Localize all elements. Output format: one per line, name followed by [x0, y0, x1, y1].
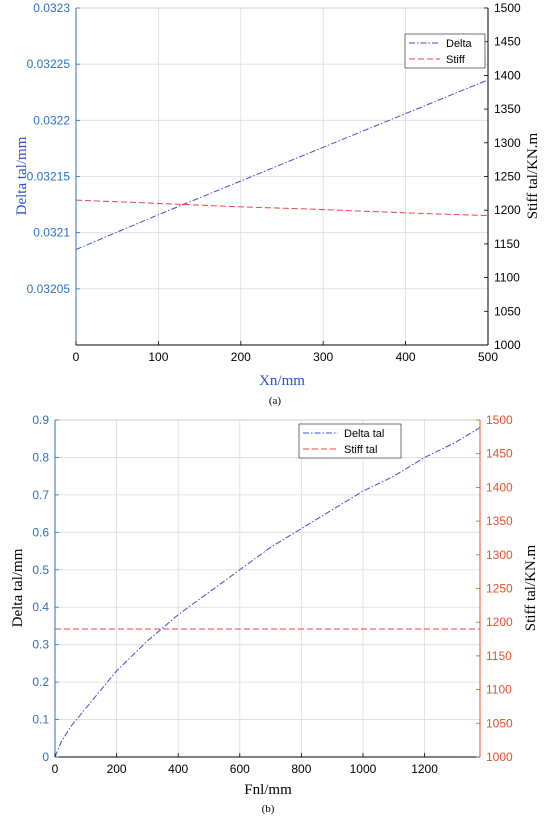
- chart-a-y-left-tick-label: 0.03225: [27, 57, 71, 71]
- chart-a-y-left-tick-label: 0.0323: [33, 1, 70, 15]
- chart-a-y-left-tick-label: 0.03205: [27, 282, 71, 296]
- chart-b-ticks: 0 200 400 600 800 1000 1200 0 0.1 0.2 0.3 0.4 0.5 0.6…: [32, 413, 513, 776]
- chart-b-x-tick-label: 0: [52, 762, 59, 776]
- chart-b-y-left-tick-label: 0.5: [32, 563, 49, 577]
- chart-a-y-right-tick-label: 1400: [494, 68, 521, 82]
- chart-b-plot-area: [55, 420, 480, 757]
- chart-b-y-right-tick-label: 1050: [486, 716, 513, 730]
- chart-a-y-right-tick-label: 1350: [494, 102, 521, 116]
- chart-b-x-label: Fnl/mm: [244, 782, 292, 798]
- chart-b-y-right-tick-label: 1300: [486, 548, 513, 562]
- chart-a-legend-delta-label: Delta: [446, 38, 473, 50]
- chart-b-legend-stiff-label: Stiff tal: [344, 444, 377, 456]
- chart-a-y-right-tick-label: 1250: [494, 170, 521, 184]
- chart-a-legend-frame: [404, 33, 486, 69]
- chart-a-y-left-tick-label: 0.03215: [27, 170, 71, 184]
- chart-b-legend-delta-label: Delta tal: [344, 428, 384, 440]
- chart-a-y-right-tick-label: 1150: [494, 237, 520, 251]
- chart-a-x-tick-label: 200: [231, 350, 251, 364]
- chart-a-x-tick-label: 500: [478, 350, 498, 364]
- chart-b-series: [54, 427, 481, 758]
- chart-a-caption: (a): [269, 395, 282, 407]
- chart-a-y-right-label: Stiff tal/KN.m: [525, 132, 541, 219]
- chart-b-y-left-label: Delta tal/mm: [10, 548, 26, 627]
- chart-b-legend: Delta tal Stiff tal: [298, 423, 402, 459]
- chart-b-y-right-tick-label: 1000: [486, 750, 513, 764]
- chart-a-ticks: 0 100 200 300 400 500 0.03205 0.0321 0.03215 0.03…: [27, 1, 521, 364]
- chart-a-legend: Delta Stiff: [404, 33, 486, 69]
- chart-b-y-right-tick-label: 1100: [486, 683, 512, 697]
- chart-b-legend-frame: [298, 423, 402, 459]
- chart-b-y-left-tick-label: 0.7: [32, 488, 49, 502]
- chart-b-y-right-tick-label: 1400: [486, 480, 513, 494]
- chart-a-y-left-label: Delta tal/mm: [14, 136, 30, 215]
- chart-b-y-left-tick-label: 0.2: [32, 675, 49, 689]
- chart-a-x-tick-label: 100: [148, 350, 168, 364]
- chart-a-y-right-tick-label: 1000: [494, 338, 521, 352]
- chart-b-y-right-tick-label: 1500: [486, 413, 513, 427]
- chart-b-x-tick-label: 1200: [411, 762, 438, 776]
- chart-b-y-left-tick-label: 0: [42, 750, 49, 764]
- chart-b-y-left-tick-label: 0.9: [32, 413, 49, 427]
- chart-a-series-delta-line: [75, 79, 489, 250]
- chart-a-legend-stiff-label: Stiff: [446, 54, 466, 66]
- chart-b-gridlines: [55, 420, 480, 757]
- chart-a-x-tick-label: 0: [73, 350, 80, 364]
- chart-a-y-left-tick-label: 0.0321: [33, 226, 70, 240]
- chart-b-x-tick-label: 1000: [350, 762, 377, 776]
- chart-a-y-right-tick-label: 1450: [494, 35, 521, 49]
- chart-a-y-left-tick-label: 0.0322: [33, 113, 70, 127]
- chart-b-x-tick-label: 600: [230, 762, 250, 776]
- chart-a-y-right-tick-label: 1100: [494, 271, 520, 285]
- chart-b-y-right-tick-label: 1450: [486, 447, 513, 461]
- chart-b-y-right-tick-label: 1200: [486, 615, 513, 629]
- chart-a-x-tick-label: 300: [313, 350, 333, 364]
- chart-a-x-label: Xn/mm: [259, 373, 305, 389]
- chart-b-y-left-tick-label: 0.6: [32, 525, 49, 539]
- chart-a-x-tick-label: 400: [396, 350, 416, 364]
- chart-a-y-right-tick-label: 1200: [494, 203, 521, 217]
- chart-b-x-tick-label: 200: [107, 762, 127, 776]
- chart-b-series-delta-line: [54, 427, 481, 758]
- chart-b-x-tick-label: 800: [291, 762, 311, 776]
- chart-a: 0 100 200 300 400 500 0.03205 0.0321 0.03215 0.03…: [14, 1, 541, 407]
- chart-b-y-left-tick-label: 0.4: [32, 600, 49, 614]
- chart-a-y-right-tick-label: 1050: [494, 304, 521, 318]
- chart-b-y-left-tick-label: 0.3: [32, 638, 49, 652]
- chart-b-caption: (b): [262, 803, 275, 815]
- chart-a-y-right-tick-label: 1300: [494, 136, 521, 150]
- chart-a-y-right-tick-label: 1500: [494, 1, 521, 15]
- chart-b-y-right-label: Stiff tal/KN.m: [523, 544, 539, 631]
- chart-b-y-right-tick-label: 1350: [486, 514, 513, 528]
- chart-b: 0 200 400 600 800 1000 1200 0 0.1 0.2 0.3 0.4 0.5 0.6…: [10, 413, 539, 815]
- chart-b-y-left-tick-label: 0.8: [32, 450, 49, 464]
- chart-b-x-tick-label: 400: [168, 762, 188, 776]
- chart-b-y-right-tick-label: 1150: [486, 649, 512, 663]
- chart-a-series: [75, 79, 489, 250]
- chart-a-series-stiff-line: [75, 199, 489, 217]
- chart-b-y-left-tick-label: 0.1: [32, 713, 49, 727]
- chart-b-y-right-tick-label: 1250: [486, 582, 513, 596]
